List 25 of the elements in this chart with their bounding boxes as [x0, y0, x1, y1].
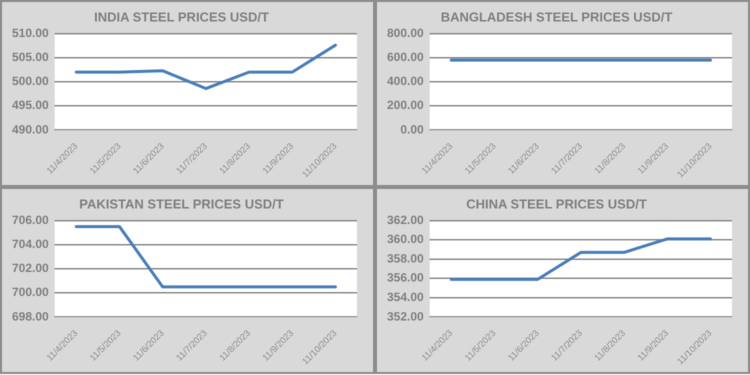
- y-tick-label: 360.00: [387, 232, 424, 246]
- y-tick-label: 500.00: [12, 74, 50, 88]
- y-tick-label: 490.00: [12, 122, 50, 136]
- chart-title: CHINA STEEL PRICES USD/T: [466, 196, 647, 212]
- chart-title: BANGLADESH STEEL PRICES USD/T: [440, 9, 672, 24]
- y-tick-label: 702.00: [12, 261, 50, 276]
- y-tick-label: 200.00: [387, 98, 424, 112]
- y-tick-label: 698.00: [12, 309, 50, 324]
- y-tick-label: 0.00: [400, 122, 424, 136]
- y-tick-label: 495.00: [12, 98, 50, 112]
- chart-title: INDIA STEEL PRICES USD/T: [94, 9, 269, 24]
- y-tick-label: 600.00: [387, 50, 424, 64]
- y-tick-label: 505.00: [12, 50, 50, 64]
- y-tick-label: 352.00: [387, 309, 424, 324]
- y-tick-label: 358.00: [387, 251, 424, 266]
- y-tick-label: 700.00: [12, 285, 50, 300]
- y-tick-label: 354.00: [387, 290, 424, 304]
- y-tick-label: 400.00: [387, 74, 424, 88]
- y-tick-label: 362.00: [387, 212, 424, 227]
- y-tick-label: 706.00: [12, 212, 50, 227]
- y-tick-label: 800.00: [387, 26, 424, 40]
- y-tick-label: 510.00: [12, 26, 50, 40]
- chart-title: PAKISTAN STEEL PRICES USD/T: [79, 196, 284, 212]
- y-tick-label: 704.00: [12, 237, 50, 252]
- y-tick-label: 356.00: [387, 270, 424, 285]
